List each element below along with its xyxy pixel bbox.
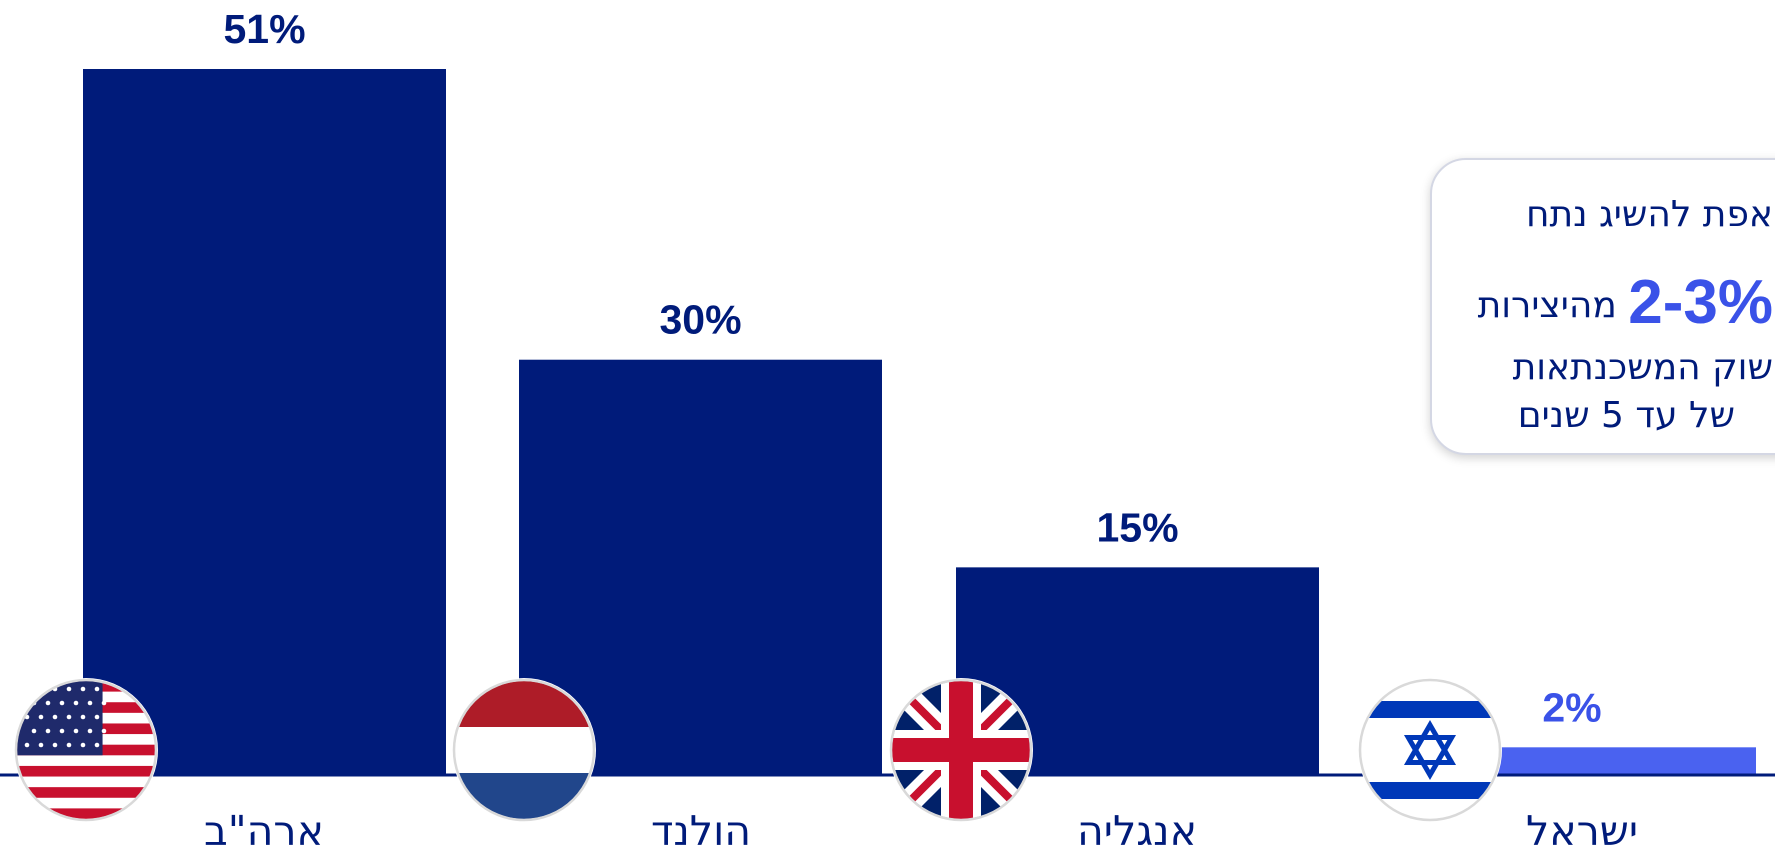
category-label-2: אנגליה: [1077, 807, 1197, 852]
callout-line-4: של עד 5 שנים: [1517, 395, 1735, 436]
callout-line-2-text: מהיצירות: [1477, 285, 1617, 326]
callout-line-1: אפת להשיג נתח: [1525, 194, 1773, 235]
bar-value-label-0: 51%: [223, 6, 305, 52]
callout-line-2: 2-3% מהיצירות: [1478, 272, 1773, 334]
callout-highlight-figure: 2-3%: [1628, 268, 1773, 337]
bar-0: [83, 69, 446, 775]
bar-3: [1494, 747, 1756, 775]
israel-flag-icon: [1358, 678, 1502, 822]
uk-flag-icon: [889, 678, 1033, 822]
callout-box: אפת להשיג נתח 2-3% מהיצירות שוק המשכנתאו…: [1430, 158, 1775, 455]
bar-value-label-3: 2%: [1542, 684, 1601, 730]
category-label-1: הולנד: [651, 807, 751, 852]
us-flag-icon: [14, 678, 158, 822]
bar-value-label-1: 30%: [659, 297, 741, 343]
bar-value-label-2: 15%: [1096, 504, 1178, 550]
category-label-3: ישראל: [1526, 807, 1638, 852]
callout-line-3: שוק המשכנתאות: [1512, 347, 1773, 388]
category-label-0: ארה"ב: [204, 807, 324, 852]
netherlands-flag-icon: [452, 678, 596, 822]
